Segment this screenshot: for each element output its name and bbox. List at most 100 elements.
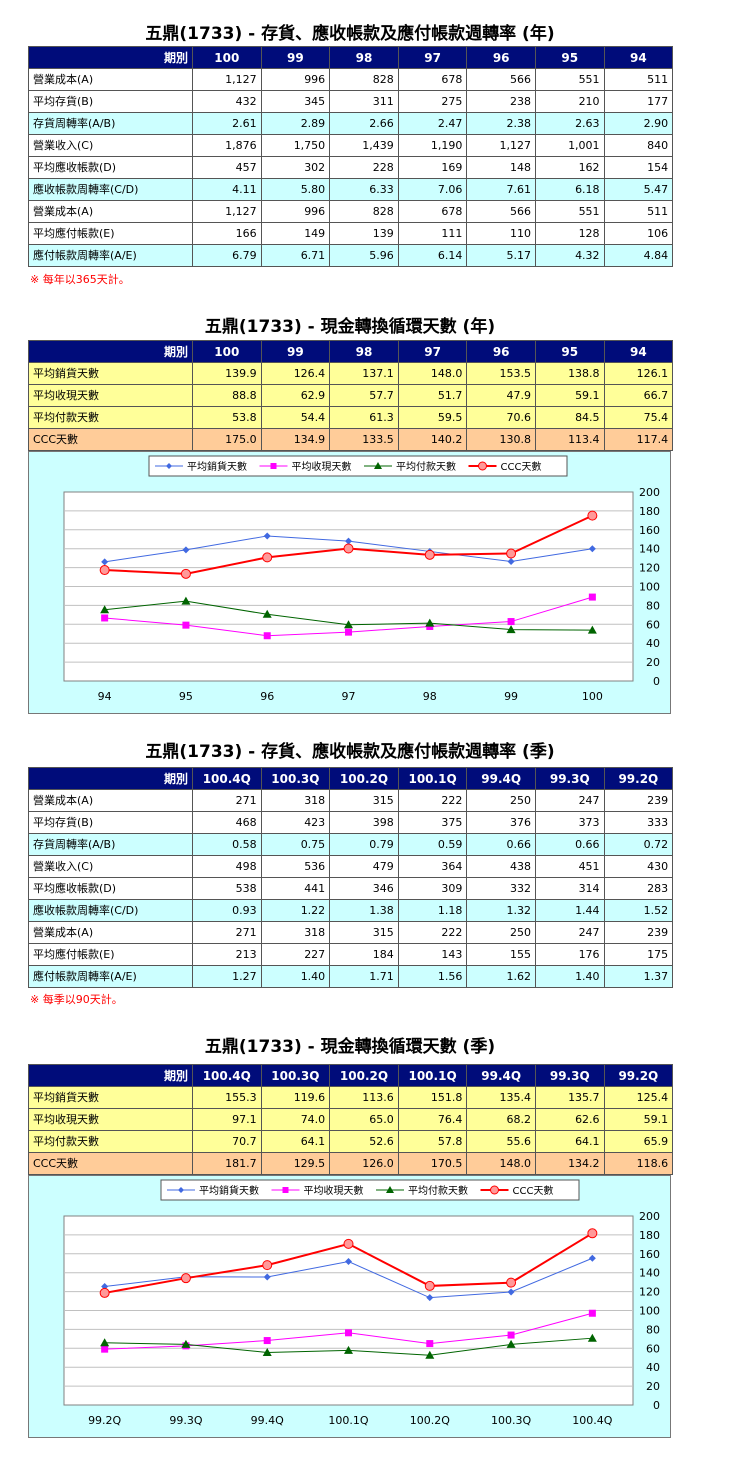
period-header-label: 期別 xyxy=(28,1064,193,1087)
data-point xyxy=(424,1280,435,1291)
table-cell: 4.84 xyxy=(603,244,674,267)
table-cell: 118.6 xyxy=(603,1152,674,1175)
row-label: 平均應付帳款(E) xyxy=(28,943,193,966)
y-tick-label: 140 xyxy=(639,543,660,556)
table-header-row: 期別 100.4Q 100.3Q 100.2Q 100.1Q 99.4Q 99.3Q 99.2… xyxy=(28,1064,674,1087)
period-header: 94 xyxy=(603,340,674,363)
table-row: 平均付款天數 70.7 64.1 52.6 57.8 55.6 64.1 65.9 xyxy=(28,1130,674,1153)
table-cell: 511 xyxy=(603,200,674,223)
period-header-label: 期別 xyxy=(28,46,193,69)
chart-legend: 平均銷貨天數 平均收現天數 平均付款天數 CCC天數 xyxy=(148,455,568,477)
table-row: 應收帳款周轉率(C/D) 0.93 1.22 1.38 1.18 1.32 1.44 1.52 xyxy=(28,899,674,922)
data-point xyxy=(490,1185,499,1195)
table-row: 應付帳款周轉率(A/E) 1.27 1.40 1.71 1.56 1.62 1.40 1.37 xyxy=(28,965,674,988)
table-row: 營業成本(A) 271 318 315 222 250 247 239 xyxy=(28,789,674,812)
data-point xyxy=(180,1273,191,1284)
table-cell: 468 xyxy=(192,811,262,834)
table-cell: 6.18 xyxy=(534,178,605,201)
table-row: CCC天數 175.0 134.9 133.5 140.2 130.8 113.4 117.4 xyxy=(28,428,674,451)
row-label: 營業成本(A) xyxy=(28,200,193,223)
quarterly-ccc-chart: 0 20 40 60 80 100 120 140 160 180 200 99.2Q 99.3Q 99.… xyxy=(28,1175,671,1438)
table-cell: 54.4 xyxy=(260,406,331,429)
data-point xyxy=(100,1338,110,1347)
annual-turnover-title: 五鼎(1733) - 存貨、應收帳款及應付帳款週轉率 (年) xyxy=(145,24,555,44)
table-cell: 0.75 xyxy=(260,833,331,856)
table-cell: 398 xyxy=(329,811,399,834)
data-point xyxy=(478,461,487,471)
table-header-row: 期別 100.4Q 100.3Q 100.2Q 100.1Q 99.4Q 99.3Q 99.2… xyxy=(28,767,674,790)
table-cell: 137.1 xyxy=(329,362,399,385)
data-point xyxy=(588,593,596,601)
row-label: 營業成本(A) xyxy=(28,921,193,944)
data-point xyxy=(262,1347,272,1356)
legend-label: 平均付款天數 xyxy=(408,1184,468,1197)
quarterly-ccc-table: 期別 100.4Q 100.3Q 100.2Q 100.1Q 99.4Q 99.3Q 99.2… xyxy=(28,1064,674,1175)
data-point xyxy=(99,565,110,576)
table-cell: 1.56 xyxy=(397,965,468,988)
period-header: 95 xyxy=(534,46,605,69)
period-header: 100.4Q xyxy=(192,1064,262,1087)
table-cell: 129.5 xyxy=(260,1152,331,1175)
table-cell: 0.72 xyxy=(603,833,674,856)
table-cell: 59.1 xyxy=(534,384,605,407)
row-label: 平均付款天數 xyxy=(28,1130,193,1153)
table-cell: 1,190 xyxy=(397,134,468,157)
row-label: 平均收現天數 xyxy=(28,1108,193,1131)
row-label: 平均銷貨天數 xyxy=(28,362,193,385)
y-tick-label: 100 xyxy=(639,1305,660,1318)
legend-label: 平均銷貨天數 xyxy=(199,1184,259,1197)
table-cell: 130.8 xyxy=(466,428,536,451)
period-header: 99.2Q xyxy=(603,1064,674,1087)
table-cell: 311 xyxy=(329,90,399,113)
data-point xyxy=(100,605,110,614)
table-row: 應收帳款周轉率(C/D) 4.11 5.80 6.33 7.06 7.61 6.18 5.47 xyxy=(28,178,674,201)
row-label: 應收帳款周轉率(C/D) xyxy=(28,899,193,922)
table-cell: 457 xyxy=(192,156,262,179)
data-point xyxy=(262,609,272,618)
period-header: 99.4Q xyxy=(466,1064,536,1087)
table-cell: 148.0 xyxy=(466,1152,536,1175)
data-point xyxy=(181,1339,191,1348)
data-point xyxy=(263,1337,271,1345)
table-cell: 113.4 xyxy=(534,428,605,451)
table-cell: 148 xyxy=(466,156,536,179)
data-point xyxy=(282,1187,289,1193)
table-cell: 227 xyxy=(260,943,331,966)
table-cell: 1.37 xyxy=(603,965,674,988)
row-label: 平均收現天數 xyxy=(28,384,193,407)
quarterly-turnover-table: 期別 100.4Q 100.3Q 100.2Q 100.1Q 99.4Q 99.3Q 99.2… xyxy=(28,767,674,988)
y-tick-label: 0 xyxy=(653,1399,660,1412)
table-cell: 57.8 xyxy=(397,1130,468,1153)
table-cell: 140.2 xyxy=(397,428,468,451)
data-point xyxy=(263,632,271,640)
data-point xyxy=(587,1333,597,1342)
row-label: 平均存貨(B) xyxy=(28,811,193,834)
table-cell: 133.5 xyxy=(329,428,399,451)
table-cell: 155.3 xyxy=(192,1086,262,1109)
y-tick-label: 200 xyxy=(639,1210,660,1223)
table-cell: 2.47 xyxy=(397,112,468,135)
table-cell: 376 xyxy=(466,811,536,834)
table-cell: 345 xyxy=(260,90,331,113)
table-cell: 74.0 xyxy=(260,1108,331,1131)
table-cell: 0.66 xyxy=(466,833,536,856)
quarterly-note: ※ 每季以90天計。 xyxy=(30,993,123,1006)
table-row: CCC天數 181.7 129.5 126.0 170.5 148.0 134.2 118.6 xyxy=(28,1152,674,1175)
table-cell: 250 xyxy=(466,789,536,812)
data-point xyxy=(426,1294,434,1302)
table-cell: 315 xyxy=(329,921,399,944)
table-cell: 373 xyxy=(534,811,605,834)
table-cell: 6.14 xyxy=(397,244,468,267)
period-header: 98 xyxy=(329,46,399,69)
table-cell: 55.6 xyxy=(466,1130,536,1153)
table-cell: 110 xyxy=(466,222,536,245)
table-cell: 148.0 xyxy=(397,362,468,385)
series-3 xyxy=(100,1333,597,1359)
table-row: 應付帳款周轉率(A/E) 6.79 6.71 5.96 6.14 5.17 4.32 4.84 xyxy=(28,244,674,267)
table-cell: 162 xyxy=(534,156,605,179)
data-point xyxy=(166,463,172,469)
y-tick-label: 180 xyxy=(639,505,660,518)
table-cell: 302 xyxy=(260,156,331,179)
row-label: 存貨周轉率(A/B) xyxy=(28,833,193,856)
table-cell: 511 xyxy=(603,68,674,91)
